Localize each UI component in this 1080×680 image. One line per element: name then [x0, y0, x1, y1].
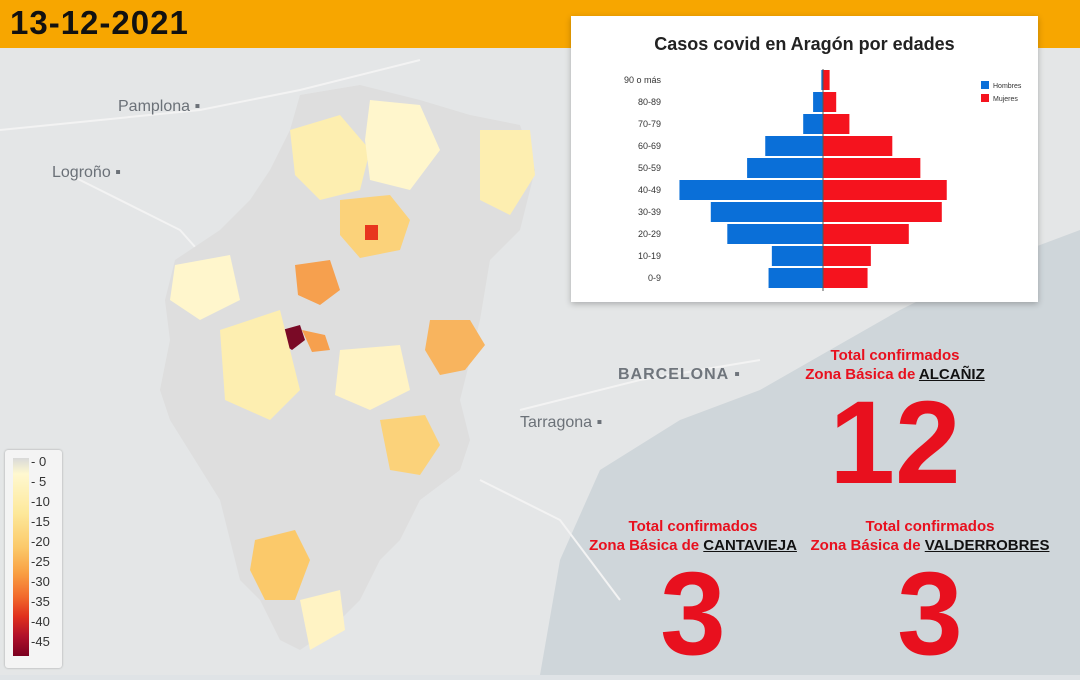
bar-hombres: [747, 158, 823, 178]
bar-mujeres: [823, 136, 893, 156]
tick-label: 60-69: [638, 141, 661, 151]
tick-label: 90 o más: [624, 75, 662, 85]
zone-fill: [302, 330, 330, 352]
date-label: 13-12-2021: [10, 4, 189, 41]
stat-alcaniz: Total confirmados Zona Básica de ALCAÑIZ…: [780, 346, 1010, 502]
zone-fill: [480, 130, 535, 215]
stat-zone-line: Zona Básica de ALCAÑIZ: [805, 366, 985, 383]
color-legend: - 0 - 5 -10 -15 -20 -25 -30 -35 -40 -45: [5, 450, 62, 668]
bar-mujeres: [823, 70, 830, 90]
tick-label: 10-19: [638, 251, 661, 261]
bar-mujeres: [823, 114, 850, 134]
zone-fill: [365, 100, 440, 190]
zone-fill: [335, 345, 410, 410]
bar-mujeres: [823, 92, 837, 112]
bar-mujeres: [823, 224, 909, 244]
bar-mujeres: [823, 180, 947, 200]
legend-tick: - 0: [31, 454, 47, 469]
zone-fill: [380, 415, 440, 475]
age-pyramid-chart: 90 o más 80-89 70-79 60-69 50-59 40-49 30-39 20…: [624, 69, 1022, 291]
legend-tick: -35: [31, 594, 50, 609]
zone-name: ALCAÑIZ: [918, 366, 985, 383]
stat-value: 3: [660, 548, 726, 680]
legend-tick: -45: [31, 634, 50, 649]
stat-label: Total confirmados: [628, 518, 758, 535]
bar-mujeres: [823, 246, 871, 266]
zone-fill: [290, 115, 370, 200]
road: [0, 59, 421, 131]
tick-label: 20-29: [638, 229, 661, 239]
legend-tick: - 5: [31, 474, 47, 489]
chart-title: Casos covid en Aragón por edades: [654, 34, 955, 54]
bar-hombres: [768, 268, 823, 288]
zone-fill: [250, 530, 310, 600]
age-pyramid-card: Casos covid en Aragón por edades 90 o má…: [571, 16, 1038, 302]
stat-value: 3: [897, 548, 963, 680]
zone-fill: [170, 255, 240, 320]
bar-hombres: [727, 224, 823, 244]
tick-label: 50-59: [638, 163, 661, 173]
legend-tick: -20: [31, 534, 50, 549]
sea-area: [540, 230, 1080, 675]
zone-name: VALDERROBRES: [924, 537, 1050, 554]
zone-name: CANTAVIEJA: [703, 537, 797, 554]
bar-hombres: [765, 136, 823, 156]
tick-label: 30-39: [638, 207, 661, 217]
bar-hombres: [821, 70, 823, 90]
legend-tick: -25: [31, 554, 50, 569]
tick-label: 80-89: [638, 97, 661, 107]
bar-mujeres: [823, 158, 921, 178]
legend-color-bar: [13, 458, 29, 656]
bar-hombres: [813, 92, 823, 112]
tick-label: 70-79: [638, 119, 661, 129]
legend-label: Hombres: [993, 83, 1022, 90]
road: [479, 479, 621, 601]
bar-hombres: [771, 246, 823, 266]
stat-label: Total confirmados: [830, 347, 960, 364]
stat-zone-line: Zona Básica de CANTAVIEJA: [589, 537, 797, 554]
legend-tick: -15: [31, 514, 50, 529]
bar-mujeres: [823, 268, 868, 288]
zone-fill: [425, 320, 485, 375]
bar-mujeres: [823, 202, 942, 222]
legend-tick: -30: [31, 574, 50, 589]
zone-fill: [295, 260, 340, 305]
zone-fill: [365, 225, 378, 240]
tick-label: 0-9: [648, 273, 661, 283]
zone-fill: [220, 310, 300, 420]
road: [519, 359, 761, 411]
stat-valderrobres: Total confirmados Zona Básica de VALDERR…: [810, 517, 1050, 673]
stat-label: Total confirmados: [865, 518, 995, 535]
stat-cantavieja: Total confirmados Zona Básica de CANTAVI…: [578, 517, 808, 673]
tick-label: 40-49: [638, 185, 661, 195]
city-label-pamplona: Pamplona ▪: [118, 98, 201, 115]
city-label-tarragona: Tarragona ▪: [520, 414, 603, 431]
legend-swatch: [981, 81, 989, 89]
bar-hombres: [710, 202, 823, 222]
bar-hombres: [803, 114, 823, 134]
stat-zone-line: Zona Básica de VALDERROBRES: [810, 537, 1050, 554]
zone-fill: [300, 590, 345, 650]
bar-hombres: [679, 180, 823, 200]
legend-tick: -40: [31, 614, 50, 629]
city-label-barcelona: BARCELONA ▪: [618, 366, 741, 383]
city-label-logrono: Logroño ▪: [52, 164, 121, 181]
legend-tick: -10: [31, 494, 50, 509]
legend-label: Mujeres: [993, 96, 1018, 103]
legend-swatch: [981, 94, 989, 102]
stat-value: 12: [829, 377, 961, 509]
